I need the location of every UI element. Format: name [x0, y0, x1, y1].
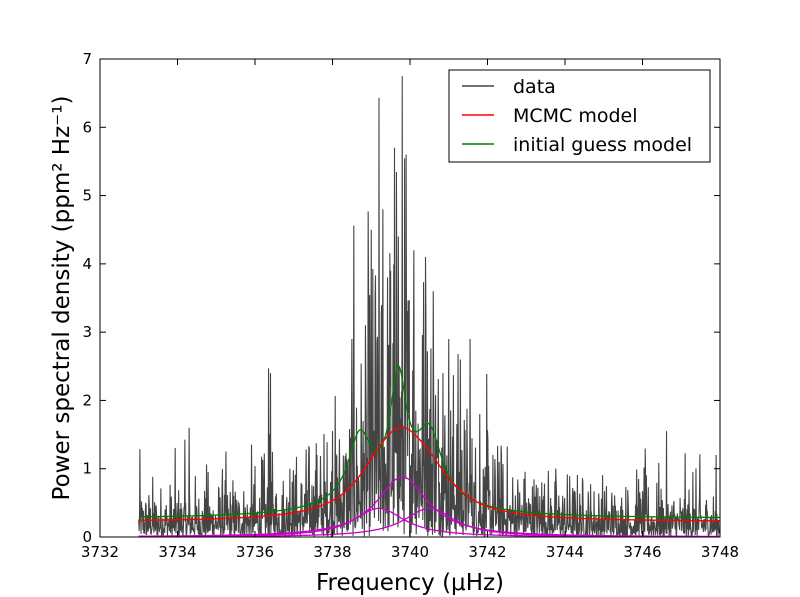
x-tick-label: 3734: [158, 543, 196, 561]
legend: data MCMC model initial guess model: [448, 69, 711, 163]
x-tick-label: 3738: [313, 543, 351, 561]
legend-label-mcmc: MCMC model: [513, 105, 638, 127]
x-tick-label: 3744: [546, 543, 584, 561]
initial-guess-model-line: [138, 364, 720, 519]
y-tick-label: 5: [82, 187, 92, 205]
component-mode-line-2: [138, 507, 720, 537]
y-tick-label: 7: [82, 50, 92, 68]
x-tick-label: 3732: [81, 543, 119, 561]
x-tick-label: 3740: [391, 543, 429, 561]
y-tick-label: 4: [82, 255, 92, 273]
y-axis-title: Power spectral density (ppm² Hz⁻¹): [49, 96, 75, 501]
y-tick-label: 6: [82, 118, 92, 136]
legend-label-data: data: [513, 76, 556, 98]
x-tick-label: 3748: [701, 543, 739, 561]
y-tick-label: 1: [82, 460, 92, 478]
legend-label-initial-guess: initial guess model: [513, 134, 692, 156]
mcmc-model-line: [138, 426, 720, 522]
y-tick-label: 3: [82, 323, 92, 341]
y-tick-label: 2: [82, 391, 92, 409]
x-tick-label: 3742: [468, 543, 506, 561]
x-tick-label: 3746: [623, 543, 661, 561]
x-tick-label: 3736: [236, 543, 274, 561]
data-series-line: [138, 76, 720, 537]
y-tick-label: 0: [82, 528, 92, 546]
x-axis-title: Frequency (μHz): [316, 570, 504, 596]
